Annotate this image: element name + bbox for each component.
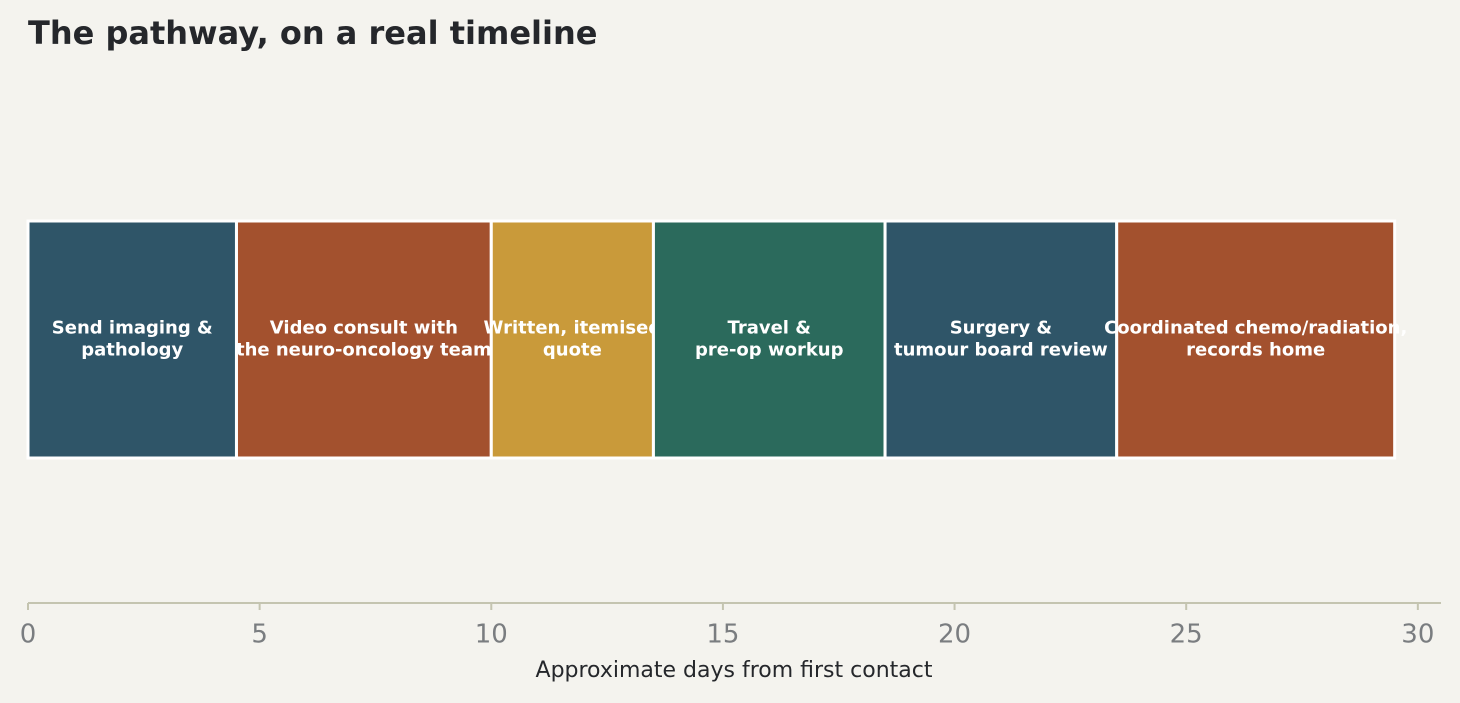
segment-label: Written, itemised quote bbox=[484, 318, 662, 361]
segment-label: Coordinated chemo/radiation, records home bbox=[1104, 318, 1407, 361]
x-tick-label: 5 bbox=[251, 620, 268, 650]
segment-label: Surgery & tumour board review bbox=[894, 318, 1108, 361]
segment bbox=[883, 219, 1119, 460]
segment-label: Video consult with the neuro-oncology tea… bbox=[236, 318, 492, 361]
segment bbox=[489, 219, 655, 460]
chart-title: The pathway, on a real timeline bbox=[28, 14, 597, 52]
x-tick-label: 20 bbox=[938, 620, 971, 650]
segment-label: Send imaging & pathology bbox=[52, 318, 213, 361]
x-tick-label: 25 bbox=[1170, 620, 1203, 650]
x-tick-label: 10 bbox=[475, 620, 508, 650]
x-tick-label: 30 bbox=[1401, 620, 1434, 650]
segment bbox=[651, 219, 887, 460]
segment-label: Travel & pre-op workup bbox=[695, 318, 844, 361]
x-tick-label: 0 bbox=[20, 620, 37, 650]
x-tick-label: 15 bbox=[706, 620, 739, 650]
segment bbox=[1115, 219, 1397, 460]
x-axis-label: Approximate days from first contact bbox=[536, 658, 933, 683]
segment bbox=[234, 219, 493, 460]
segment bbox=[26, 219, 238, 460]
